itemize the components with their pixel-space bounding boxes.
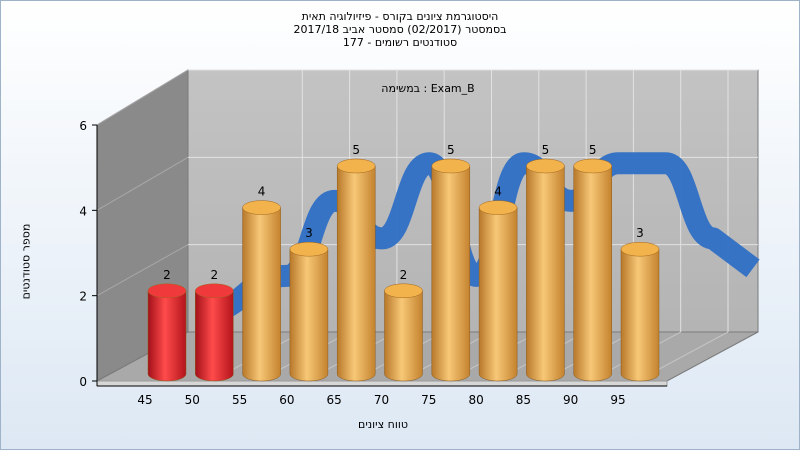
x-tick-label: 95 [610, 393, 625, 407]
bar: 3 [289, 226, 329, 382]
bar-body [620, 248, 660, 382]
x-tick-label: 90 [563, 393, 578, 407]
bar-cap [573, 158, 612, 174]
x-tick-label: 70 [374, 393, 389, 407]
bar: 2 [195, 268, 234, 382]
bar: 5 [431, 143, 471, 382]
chart-title: היסטוגרמת ציונים בקורס - פיזיולוגיה תאית… [0, 10, 800, 49]
y-tick-label: 6 [79, 119, 87, 133]
bar-cap [526, 158, 565, 174]
grid-line-wall [96, 244, 189, 297]
bar: 5 [336, 143, 376, 382]
bar-cap [289, 241, 329, 257]
bar-body [573, 165, 612, 382]
bar-body [526, 165, 565, 382]
title-line-3: סטודנטים רשומים - 177 [342, 36, 458, 49]
bar-cap [620, 241, 660, 257]
annotation-label: במשימה : Exam_B [381, 82, 474, 95]
x-tick-label: 65 [327, 393, 342, 407]
floor-front-edge [96, 380, 668, 387]
x-tick-label: 60 [279, 393, 294, 407]
bar: 2 [384, 268, 423, 382]
bar: 3 [620, 226, 660, 382]
bar-body [147, 290, 187, 382]
bar-value-label: 4 [258, 185, 266, 199]
bar-value-label: 5 [352, 143, 360, 157]
bar-value-label: 3 [305, 226, 313, 240]
bar-cap [384, 283, 423, 299]
bar-value-label: 5 [589, 143, 597, 157]
bar-body [384, 290, 423, 382]
bar-value-label: 4 [494, 185, 502, 199]
bar: 2 [147, 268, 187, 382]
x-tick-label: 55 [232, 393, 247, 407]
y-tick-label: 2 [79, 290, 87, 304]
bar-cap [242, 200, 281, 215]
bar-body [195, 290, 234, 382]
x-tick-label: 75 [421, 393, 436, 407]
bar-cap [195, 283, 234, 299]
x-tick-label: 85 [516, 393, 531, 407]
title-line-1: היסטוגרמת ציונים בקורס - פיזיולוגיה תאית [301, 10, 499, 23]
grid-line-wall [96, 69, 189, 126]
bar-value-label: 2 [163, 268, 171, 282]
x-tick-label: 80 [468, 393, 483, 407]
bar: 4 [242, 185, 281, 382]
bar: 5 [526, 143, 565, 382]
bar-body [289, 248, 329, 382]
y-axis-label: מספר סטודנטים [19, 223, 33, 300]
y-tick-label: 4 [79, 204, 87, 218]
bar-body [478, 207, 518, 382]
title-line-2: בסמסטר (02/2017) סמסטר אביב 2017/18 [293, 23, 507, 36]
x-tick-label: 45 [137, 393, 152, 407]
x-axis-label: טווח ציונים [358, 418, 408, 431]
bar-value-label: 2 [210, 268, 218, 282]
bar-value-label: 2 [400, 268, 408, 282]
bar-body [336, 165, 376, 382]
bar: 5 [573, 143, 612, 382]
bar-value-label: 5 [447, 143, 455, 157]
bar-value-label: 5 [542, 143, 550, 157]
x-tick-label: 50 [185, 393, 200, 407]
bar-cap [147, 283, 187, 299]
bar-body [431, 165, 471, 382]
bar-value-label: 3 [636, 226, 644, 240]
bar: 4 [478, 185, 518, 382]
y-tick-label: 0 [79, 375, 87, 389]
bar-cap [478, 200, 518, 215]
grid-line-wall [96, 156, 189, 211]
bar-cap [431, 158, 471, 174]
bar-cap [336, 158, 376, 174]
bar-body [242, 207, 281, 382]
